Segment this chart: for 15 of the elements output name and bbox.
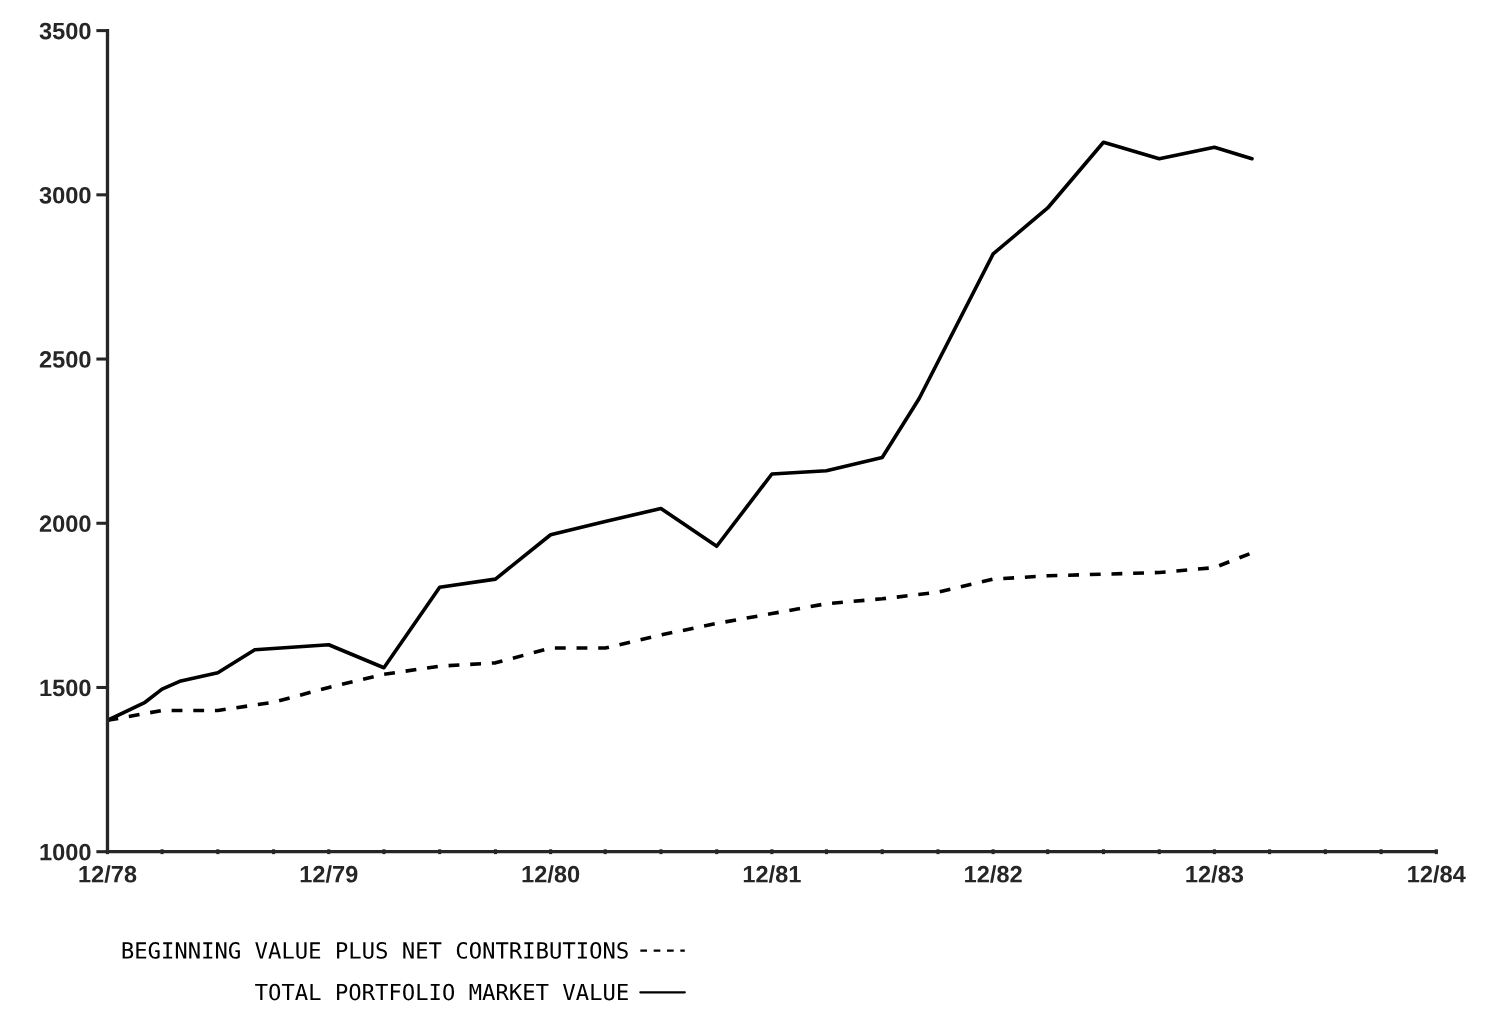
x-tick-label: 12/84 xyxy=(1408,865,1466,883)
legend-label: TOTAL PORTFOLIO MARKET VALUE xyxy=(255,983,628,1001)
y-tick-label: 2500 xyxy=(39,351,91,368)
legend-label: BEGINNING VALUE PLUS NET CONTRIBUTIONS xyxy=(122,942,628,959)
y-tick-label: 3500 xyxy=(39,22,91,40)
x-tick-label: 12/82 xyxy=(965,865,1022,883)
x-tick-label: 12/80 xyxy=(522,865,580,883)
x-tick-label: 12/79 xyxy=(300,865,358,883)
x-tick-label: 12/83 xyxy=(1186,865,1244,883)
y-tick-label: 2000 xyxy=(39,515,91,533)
y-tick-label: 3000 xyxy=(39,186,91,204)
y-tick-label: 1500 xyxy=(40,679,91,697)
x-tick-label: 12/81 xyxy=(743,865,801,883)
y-tick-label: 1000 xyxy=(40,843,91,861)
x-tick-label: 12/78 xyxy=(79,865,137,883)
